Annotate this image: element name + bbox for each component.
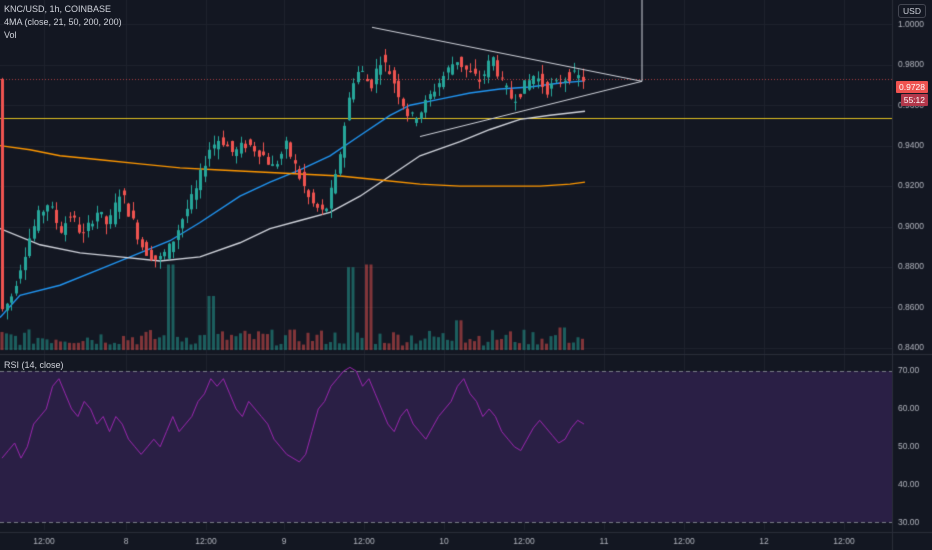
bar-countdown-tag: 55:12 (900, 94, 928, 106)
symbol-legend[interactable]: KNC/USD, 1h, COINBASE (4, 4, 112, 14)
rsi-legend[interactable]: RSI (14, close) (4, 360, 64, 370)
currency-selector[interactable]: USD (898, 4, 926, 18)
last-price-tag: 0.9728 (896, 81, 928, 93)
ma-legend[interactable]: 4MA (close, 21, 50, 200, 200) (4, 17, 122, 27)
volume-legend[interactable]: Vol (4, 30, 17, 40)
